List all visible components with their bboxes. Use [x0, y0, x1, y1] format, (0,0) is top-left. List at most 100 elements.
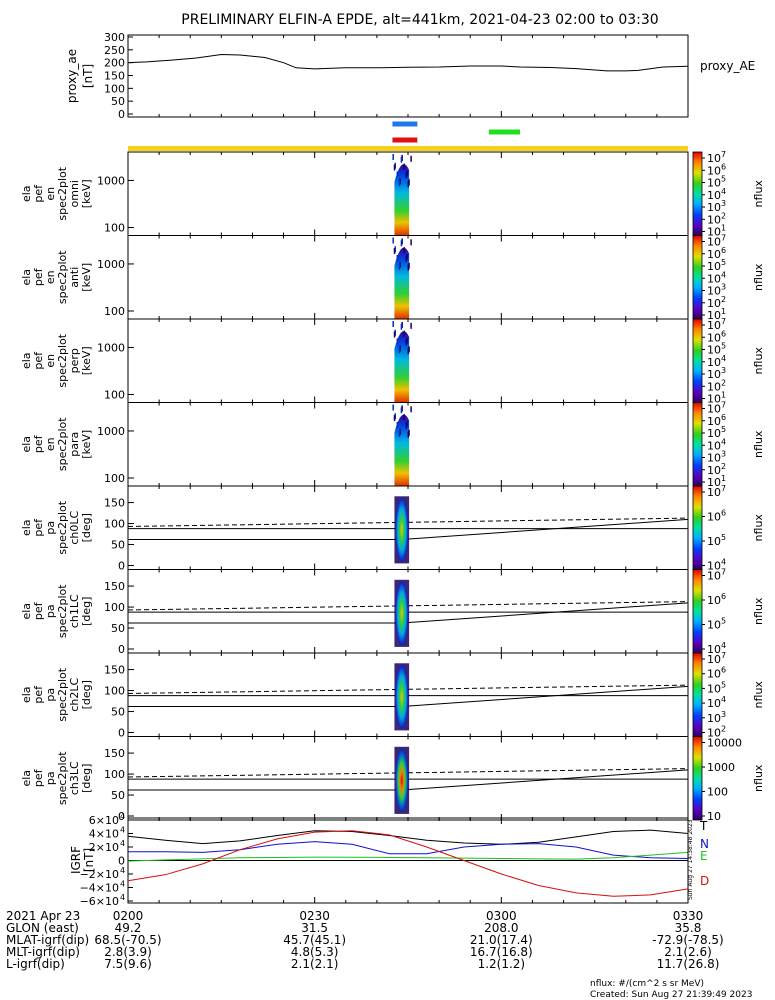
y-axis-label-line: pa — [44, 688, 57, 702]
y-tick-label: 0 — [118, 560, 125, 573]
y-tick-label: −4×10 — [80, 882, 119, 895]
footer-value: 11.7(26.8) — [657, 957, 720, 971]
y-tick-label: −2×10 — [80, 868, 119, 881]
spectrogram-pixel — [396, 254, 399, 261]
colorbar-tick-label: 104 — [707, 695, 726, 710]
spectrogram-burst — [395, 665, 409, 729]
y-axis-label-line: ela — [20, 436, 33, 453]
y-tick-label: 100 — [104, 518, 125, 531]
colorbar — [692, 151, 703, 236]
x-tick-label: 0330 — [673, 909, 704, 923]
spectrogram-pixel — [403, 163, 405, 170]
y-axis-label-line: [keV] — [80, 179, 93, 208]
y-axis-label-line: pa — [44, 771, 57, 785]
spectrogram-pixel — [410, 239, 412, 246]
footer-value: 208.0 — [484, 921, 518, 935]
y-axis-label-line: ela — [20, 770, 33, 787]
igrf-legend-N: N — [700, 837, 709, 851]
y-axis-label-line: pef — [32, 685, 45, 704]
y-tick-label: 0 — [118, 727, 125, 740]
igrf-legend-E: E — [700, 849, 708, 863]
spectrogram-pixel — [392, 404, 394, 411]
spectrogram-pixel — [403, 414, 405, 421]
colorbar-tick-label: 10000 — [707, 737, 742, 750]
colorbar-unit: nflux — [752, 764, 765, 792]
y-axis-label-line: ch1LC — [68, 594, 81, 628]
y-axis-label-line: [keV] — [80, 430, 93, 459]
y-tick-label: 100 — [104, 222, 125, 235]
spectrogram-burst — [395, 581, 409, 646]
spectrogram-pixel — [400, 407, 403, 414]
spectrogram-pixel — [392, 154, 394, 160]
y-axis-label-line: en — [44, 187, 57, 201]
spectrogram-pixel — [393, 415, 396, 422]
y-tick-label: 100 — [104, 685, 125, 698]
y-axis-label-line: spec2plot — [56, 417, 69, 471]
colorbar-tick-label: 107 — [707, 484, 726, 499]
footer-value: 2.1(2.1) — [291, 957, 339, 971]
y-axis-label-line: pef — [32, 351, 45, 370]
y-tick-label: 100 — [104, 389, 125, 402]
y-axis-label-line: omni — [68, 180, 81, 207]
footer-value: 35.8 — [675, 921, 702, 935]
y-tick-label: 1000 — [97, 425, 125, 438]
y-tick-exponent: 4 — [120, 826, 125, 835]
y-tick-label: 250 — [104, 44, 125, 57]
footer-value: 2.8(3.9) — [104, 945, 152, 959]
footer-value: 16.7(16.8) — [470, 945, 533, 959]
y-axis-label-line: ela — [20, 352, 33, 369]
colorbar-tick-label: 106 — [707, 592, 726, 607]
colorbar-tick-label: 105 — [707, 680, 726, 695]
y-tick-label: 200 — [104, 57, 125, 70]
colorbar-unit: nflux — [752, 597, 765, 625]
footer-row-label: L-igrf(dip) — [6, 957, 65, 971]
footer-value: 31.5 — [301, 921, 328, 935]
indicator-bar-red — [392, 137, 418, 143]
y-axis-label-line: [deg] — [80, 764, 93, 793]
colorbar-tick-label: 10 — [707, 810, 721, 823]
colorbar — [692, 485, 703, 570]
spectrogram-pixel — [407, 431, 410, 438]
y-tick-label: 0 — [118, 855, 125, 868]
igrf-line-E — [127, 851, 689, 862]
indicator-bar-blue — [392, 121, 418, 127]
spectrogram-pixel — [398, 263, 401, 270]
igrf-line-N — [128, 841, 689, 859]
footer-value: 21.0(17.4) — [470, 933, 533, 947]
y-axis-label-line: [keV] — [80, 263, 93, 292]
proxy-ae-frame — [127, 34, 689, 118]
y-tick-label: 50 — [111, 622, 125, 635]
y-axis-label-line: spec2plot — [56, 166, 69, 220]
spectrogram-pixel — [398, 347, 401, 354]
spectrogram-pixel — [400, 323, 403, 330]
y-axis-label: proxy_ae — [65, 49, 79, 103]
y-axis-label-line: ela — [20, 269, 33, 286]
x-tick-label: 0200 — [113, 909, 144, 923]
y-axis-label-line: [deg] — [80, 513, 93, 542]
y-axis-label-line: ela — [20, 686, 33, 703]
y-axis-unit: [nT] — [81, 64, 95, 88]
y-tick-label: 50 — [111, 706, 125, 719]
colorbar-tick-label: 105 — [707, 617, 726, 632]
spectrogram-panel-ch1LC: ela pef pa spec2plot ch1LC [deg]107106105104n… — [20, 568, 765, 657]
y-axis-label-line: spec2plot — [56, 667, 69, 721]
y-axis-label-line: ch3LC — [68, 761, 81, 795]
footer-row-label: MLT-igrf(dip) — [6, 945, 80, 959]
colorbar-tick-label: 107 — [707, 568, 726, 583]
y-axis-label-line: pa — [44, 604, 57, 618]
footer-value: 45.7(45.1) — [283, 933, 346, 947]
y-tick-label: 100 — [104, 601, 125, 614]
spectrogram-panel-omni: ela pef en spec2plot omni [keV]10710610510410… — [20, 150, 765, 239]
y-tick-exponent: 4 — [120, 893, 125, 902]
series-legend: proxy_AE — [700, 59, 755, 73]
y-axis-label-line: pef — [32, 267, 45, 286]
footer-units-note: nflux: #/(cm^2 s sr MeV) — [590, 979, 704, 989]
footer-value: 4.8(5.3) — [291, 945, 339, 959]
footer-row-label: MLAT-igrf(dip) — [6, 933, 89, 947]
spectrogram-pixel — [393, 164, 396, 171]
spectrogram-pixel — [393, 331, 396, 338]
colorbar-tick-label: 106 — [707, 666, 726, 681]
y-tick-label: 300 — [104, 31, 125, 44]
